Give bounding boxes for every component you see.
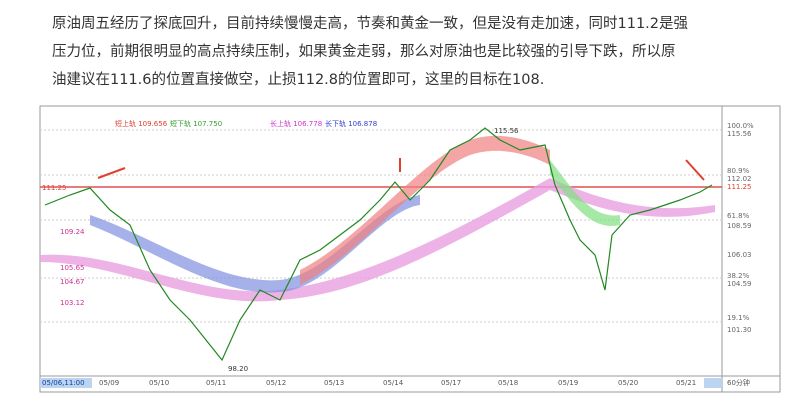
legend-item: 短上轨 109.656 — [115, 119, 168, 128]
legend-item: 长下轨 106.878 — [325, 119, 377, 128]
level-label: 104.67 — [60, 278, 85, 286]
date-label: 05/21 — [676, 379, 696, 387]
axis-label: 106.03 — [727, 251, 752, 259]
legend: 短上轨 109.656 短下轨 107.750 长上轨 106.778 长下轨 … — [115, 119, 377, 128]
low-label: 98.20 — [228, 365, 248, 373]
date-label: 05/10 — [149, 379, 169, 387]
level-label: 105.65 — [60, 264, 85, 272]
short-band — [550, 160, 620, 226]
date-label: 05/20 — [618, 379, 638, 387]
price-sketch — [44, 127, 713, 362]
axis-label: 80.9% — [727, 167, 750, 175]
legend-item: 短下轨 107.750 — [170, 119, 222, 128]
paragraph-line: 原油周五经历了探底回升，目前持续慢慢走高，节奏和黄金一致，但是没有走加速，同时1… — [52, 16, 689, 32]
period-label: 60分钟 — [727, 378, 750, 387]
short-band — [300, 135, 550, 285]
paragraph-line: 压力位，前期很明显的高点持续压制，如果黄金走弱，那么对原油也是比较强的引导下跌，… — [52, 44, 676, 60]
arrow — [97, 167, 126, 179]
high-label: 115.56 — [494, 127, 519, 135]
date-axis: 05/06,11:00 05/09 05/10 05/11 05/12 05/1… — [42, 378, 750, 387]
date-label: 05/19 — [558, 379, 578, 387]
axis-label: 115.56 — [727, 130, 752, 138]
axis-label: 111.25 — [727, 183, 752, 191]
left-labels: 111.25 109.24 105.65 104.67 103.12 — [42, 184, 85, 307]
axis-label: 61.8% — [727, 212, 750, 220]
axis-label: 108.59 — [727, 222, 752, 230]
long-band — [40, 178, 715, 302]
axis-label: 112.02 — [727, 175, 752, 183]
date-label: 05/06,11:00 — [42, 379, 85, 387]
legend-item: 长上轨 106.778 — [270, 119, 322, 128]
paragraph-line: 油建议在111.6的位置直接做空，止损112.8的位置即可，这里的目标在108. — [52, 72, 545, 88]
arrow — [685, 159, 705, 181]
axis-label: 100.0% — [727, 122, 754, 130]
date-label: 05/13 — [324, 379, 344, 387]
date-label: 05/17 — [441, 379, 461, 387]
date-label: 05/09 — [99, 379, 119, 387]
axis-label: 19.1% — [727, 314, 750, 322]
level-label: 111.25 — [42, 184, 67, 192]
date-label: 05/12 — [266, 379, 286, 387]
level-label: 103.12 — [60, 299, 85, 307]
axis-label: 104.59 — [727, 280, 752, 288]
level-label: 109.24 — [60, 228, 85, 236]
date-highlight — [40, 378, 92, 388]
axis-label: 38.2% — [727, 272, 750, 280]
date-label: 05/11 — [206, 379, 226, 387]
axis-label: 101.30 — [727, 326, 752, 334]
date-label: 05/18 — [498, 379, 518, 387]
date-label: 05/14 — [383, 379, 404, 387]
date-highlight — [704, 378, 722, 388]
right-axis: 100.0% 115.56 80.9% 112.02 111.25 61.8% … — [727, 122, 754, 334]
